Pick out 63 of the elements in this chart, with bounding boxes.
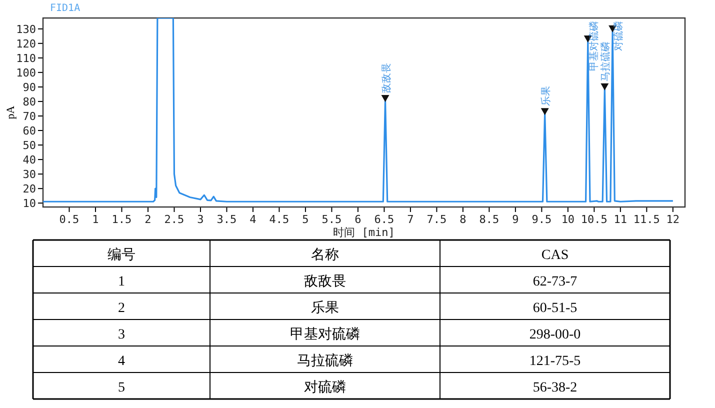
x-tick-label: 5.5 bbox=[322, 213, 342, 226]
y-tick-label: 80 bbox=[22, 95, 36, 108]
x-tick-label: 10.5 bbox=[580, 213, 608, 226]
x-tick-label: 12 bbox=[666, 213, 680, 226]
y-tick-label: 110 bbox=[16, 52, 36, 65]
y-tick-label: 20 bbox=[22, 182, 36, 196]
y-tick-label: 120 bbox=[16, 37, 36, 50]
chart-title: FID1A bbox=[50, 3, 80, 14]
x-tick-label: 5 bbox=[302, 213, 309, 226]
annotation: 甲基对硫磷 bbox=[588, 21, 600, 71]
x-tick-label: 10 bbox=[561, 213, 575, 226]
x-tick-label: 11 bbox=[614, 213, 628, 226]
x-tick-label: 2.5 bbox=[164, 213, 184, 226]
y-tick-label: 10 bbox=[22, 197, 36, 210]
y-axis-title: pA bbox=[5, 106, 17, 120]
x-tick-label: 7.5 bbox=[426, 213, 447, 226]
y-tick-label: 90 bbox=[22, 80, 36, 94]
text: 名称 bbox=[311, 247, 339, 263]
y-tick-label: 100 bbox=[16, 66, 36, 80]
x-tick-label: 2 bbox=[144, 213, 152, 226]
x-tick-label: 6 bbox=[354, 213, 362, 226]
text: 马拉硫磷 bbox=[297, 353, 353, 369]
text: 乐果 bbox=[311, 300, 339, 316]
text: 3 bbox=[118, 328, 125, 342]
y-tick-label: 30 bbox=[22, 168, 36, 182]
x-tick-label: 6.5 bbox=[374, 213, 394, 226]
x-tick-label: 8.5 bbox=[479, 213, 500, 226]
x-tick-label: 4 bbox=[250, 213, 257, 226]
x-tick-label: 4.5 bbox=[269, 213, 290, 226]
text: 5 bbox=[118, 380, 125, 396]
text: 1 bbox=[118, 274, 125, 290]
annotation: 马拉硫磷 bbox=[600, 41, 612, 82]
text: 甲基对硫磷 bbox=[290, 326, 360, 342]
y-tick-label: 60 bbox=[22, 124, 36, 138]
x-tick-label: 1 bbox=[92, 213, 99, 226]
x-axis-title: 时间 [min] bbox=[333, 226, 395, 239]
annotation: 对硫磷 bbox=[612, 21, 625, 51]
annotation: 乐果 bbox=[540, 86, 552, 106]
x-tick-label: 7 bbox=[407, 213, 414, 226]
x-tick-label: 3 bbox=[197, 213, 204, 226]
x-tick-label: 9.5 bbox=[532, 213, 552, 226]
y-tick-label: 50 bbox=[22, 139, 36, 152]
text: 4 bbox=[118, 354, 125, 369]
text: 121-75-5 bbox=[529, 354, 581, 369]
text: 2 bbox=[118, 301, 125, 316]
x-tick-label: 8 bbox=[460, 213, 466, 226]
x-tick-label: 1.5 bbox=[112, 213, 132, 226]
x-tick-label: 3.5 bbox=[216, 213, 237, 226]
x-tick-label: 9 bbox=[512, 213, 519, 226]
y-tick-label: 70 bbox=[22, 110, 36, 123]
text: 56-38-2 bbox=[532, 380, 578, 396]
x-tick-label: 0.5 bbox=[59, 213, 80, 226]
annotation: 敌敌畏 bbox=[381, 63, 392, 94]
y-tick-label: 130 bbox=[16, 22, 36, 36]
text: 62-73-7 bbox=[532, 274, 578, 290]
text: 编号 bbox=[108, 247, 136, 263]
y-tick-label: 40 bbox=[22, 154, 36, 167]
x-tick-label: 11.5 bbox=[633, 213, 660, 226]
text: 60-51-5 bbox=[532, 301, 578, 316]
text: 298-00-0 bbox=[529, 328, 581, 342]
text: 对硫磷 bbox=[304, 380, 346, 396]
text: 敌敌畏 bbox=[304, 274, 346, 290]
text: CAS bbox=[541, 248, 569, 263]
